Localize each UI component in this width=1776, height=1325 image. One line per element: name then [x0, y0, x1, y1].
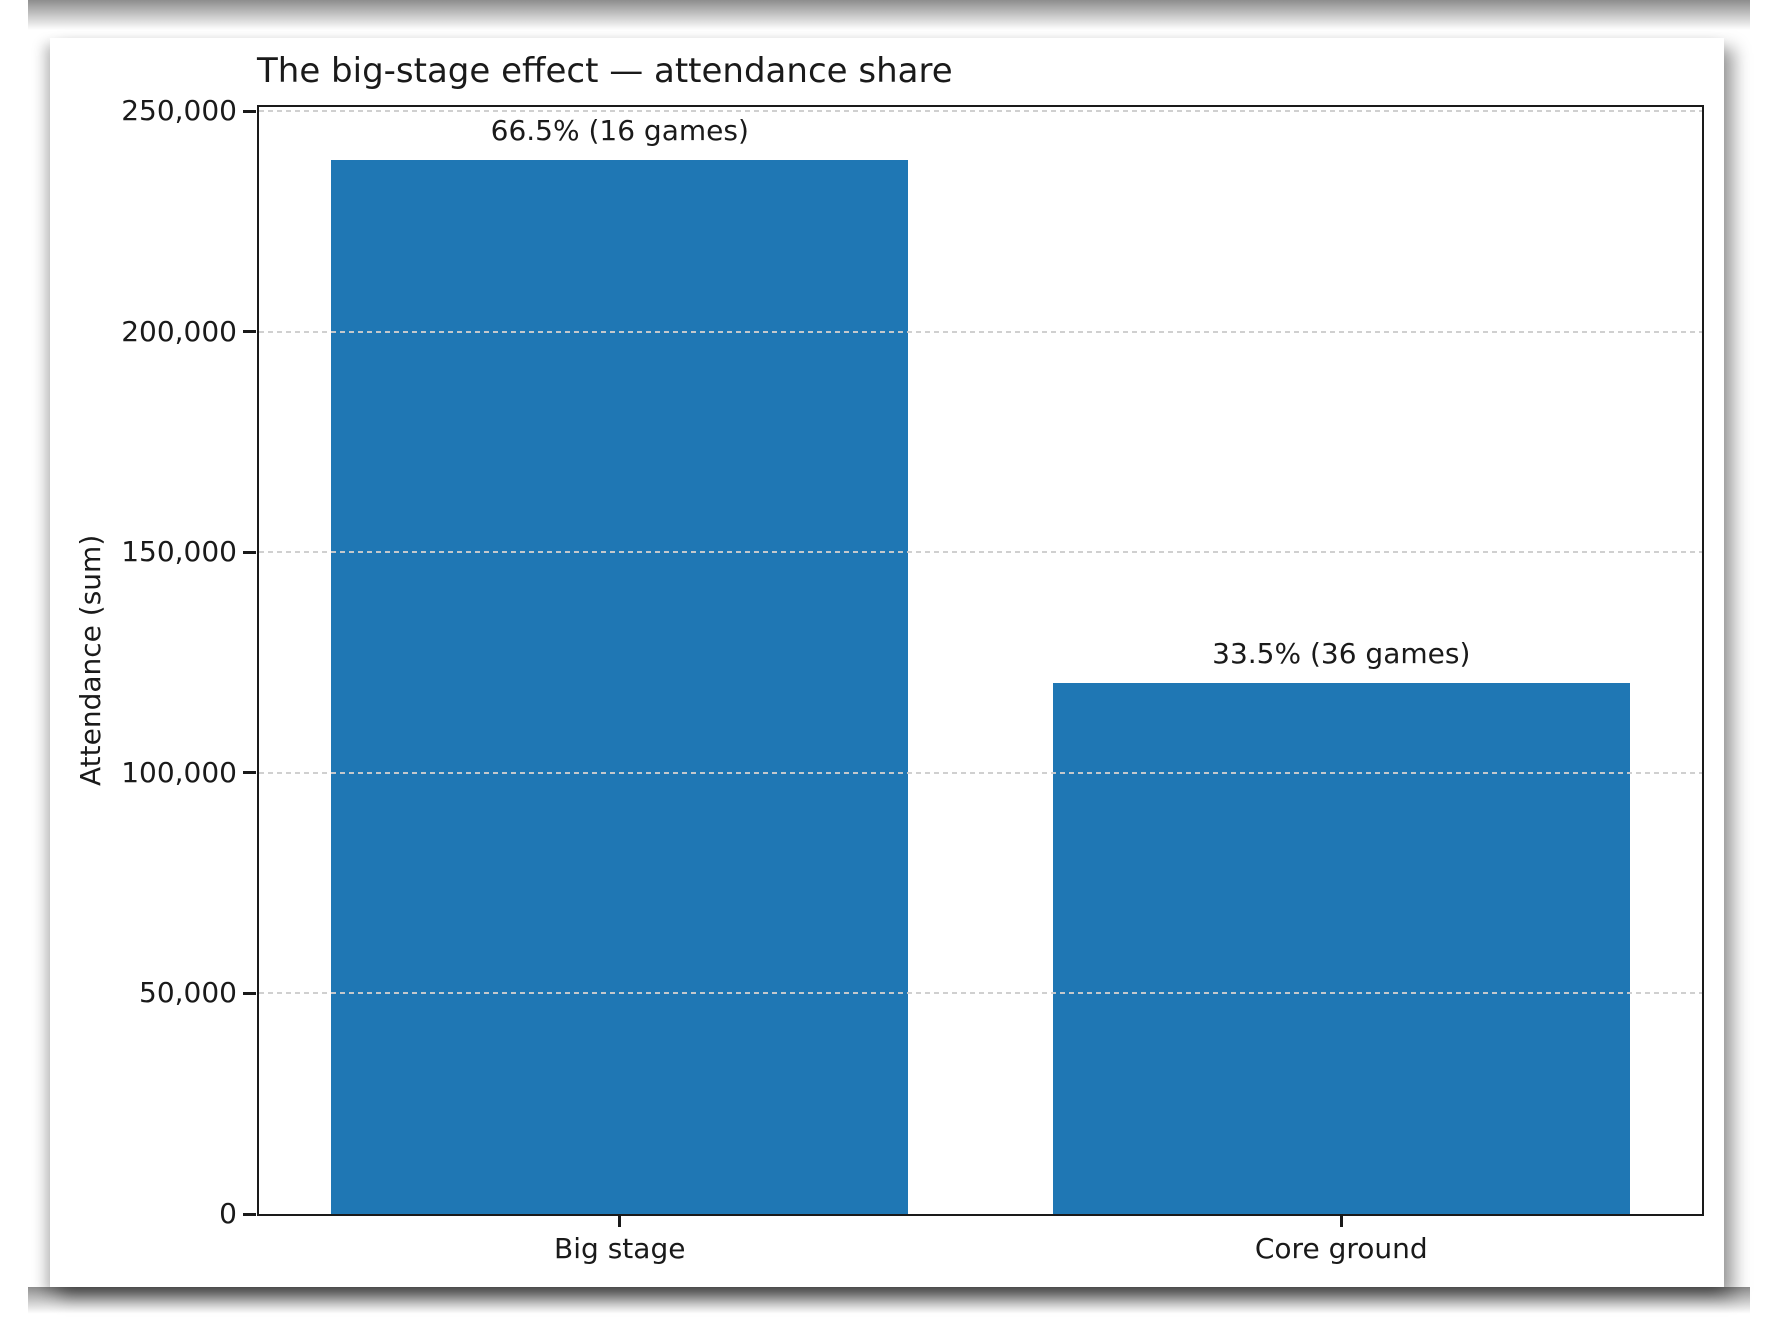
y-tick-mark: [243, 109, 256, 113]
bottom-shadow-band: [28, 1287, 1750, 1315]
y-tick-mark: [243, 330, 256, 334]
top-shadow-band: [28, 0, 1750, 30]
chart-title: The big-stage effect — attendance share: [257, 51, 953, 91]
y-tick-label: 200,000: [121, 314, 237, 348]
y-tick-mark: [243, 771, 256, 775]
bar-value-label-core-ground: 33.5% (36 games): [1212, 636, 1471, 670]
bar-value-label-big-stage: 66.5% (16 games): [490, 113, 749, 147]
gridline-y-50000: [259, 992, 1702, 995]
y-tick-mark: [243, 991, 256, 995]
y-tick-label: 250,000: [121, 94, 237, 128]
gridline-y-200000: [259, 330, 1702, 333]
y-tick-mark: [243, 550, 256, 554]
gridline-y-150000: [259, 551, 1702, 554]
x-tick-label-core-ground: Core ground: [1254, 1232, 1428, 1265]
gridline-y-250000: [259, 110, 1702, 113]
x-tick-mark: [1339, 1214, 1343, 1227]
x-tick-mark: [618, 1214, 622, 1227]
plot-area: 0 50,000 100,000 150,000 200,000 250,000 66.5%…: [121, 94, 1704, 1265]
x-tick-label-big-stage: Big stage: [554, 1232, 686, 1265]
figure-panel: The big-stage effect — attendance share …: [50, 38, 1724, 1287]
y-tick-mark: [243, 1212, 256, 1216]
y-tick-label: 0: [219, 1197, 237, 1230]
y-tick-label: 150,000: [121, 535, 237, 569]
gridline-y-100000: [259, 771, 1702, 774]
bar-core-ground: [1052, 682, 1630, 1214]
bar-big-stage: [331, 159, 909, 1214]
y-tick-label: 50,000: [139, 976, 237, 1010]
y-axis-label: Attendance (sum): [74, 534, 107, 787]
y-tick-label: 100,000: [121, 755, 237, 789]
